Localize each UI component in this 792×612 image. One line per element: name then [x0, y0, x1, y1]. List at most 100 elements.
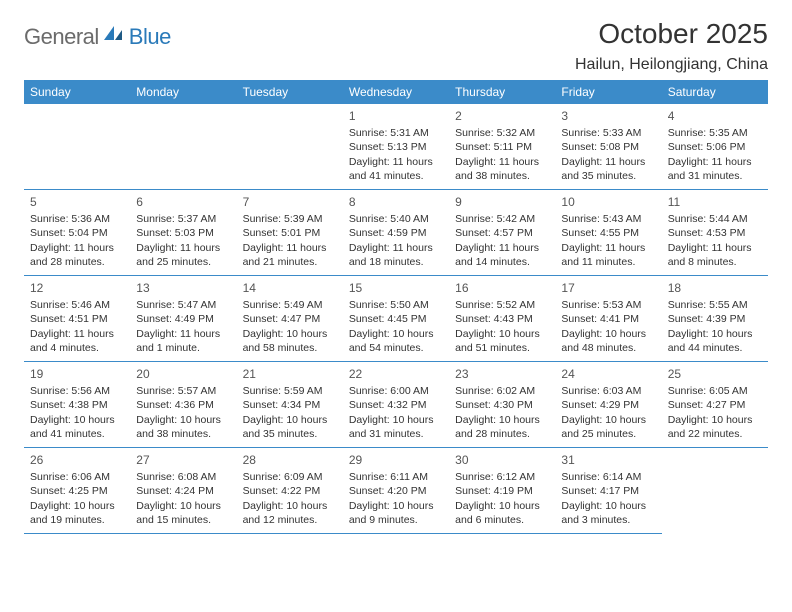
calendar-day-cell: 25Sunrise: 6:05 AMSunset: 4:27 PMDayligh… — [662, 362, 768, 448]
weekday-header: Wednesday — [343, 80, 449, 104]
day-number: 12 — [30, 280, 124, 296]
calendar-day-cell: 22Sunrise: 6:00 AMSunset: 4:32 PMDayligh… — [343, 362, 449, 448]
sunrise-line: Sunrise: 5:31 AM — [349, 126, 443, 140]
calendar-header-row: SundayMondayTuesdayWednesdayThursdayFrid… — [24, 80, 768, 104]
daylight-line: Daylight: 10 hours and 41 minutes. — [30, 413, 124, 441]
daylight-line: Daylight: 10 hours and 31 minutes. — [349, 413, 443, 441]
day-number: 5 — [30, 194, 124, 210]
calendar-day-cell: 27Sunrise: 6:08 AMSunset: 4:24 PMDayligh… — [130, 448, 236, 534]
weekday-header: Thursday — [449, 80, 555, 104]
sunset-line: Sunset: 5:03 PM — [136, 226, 230, 240]
title-block: October 2025 Hailun, Heilongjiang, China — [575, 18, 768, 74]
month-title: October 2025 — [575, 18, 768, 50]
daylight-line: Daylight: 11 hours and 28 minutes. — [30, 241, 124, 269]
day-number: 1 — [349, 108, 443, 124]
sunset-line: Sunset: 4:51 PM — [30, 312, 124, 326]
sunrise-line: Sunrise: 5:52 AM — [455, 298, 549, 312]
sunset-line: Sunset: 4:36 PM — [136, 398, 230, 412]
sunrise-line: Sunrise: 5:32 AM — [455, 126, 549, 140]
daylight-line: Daylight: 11 hours and 8 minutes. — [668, 241, 762, 269]
day-number: 22 — [349, 366, 443, 382]
sunset-line: Sunset: 5:08 PM — [561, 140, 655, 154]
calendar-day-cell: 11Sunrise: 5:44 AMSunset: 4:53 PMDayligh… — [662, 190, 768, 276]
calendar-page: General Blue October 2025 Hailun, Heilon… — [0, 0, 792, 552]
daylight-line: Daylight: 11 hours and 25 minutes. — [136, 241, 230, 269]
weekday-header: Sunday — [24, 80, 130, 104]
sunrise-line: Sunrise: 5:39 AM — [243, 212, 337, 226]
sunset-line: Sunset: 5:01 PM — [243, 226, 337, 240]
daylight-line: Daylight: 10 hours and 35 minutes. — [243, 413, 337, 441]
calendar-day-cell: 18Sunrise: 5:55 AMSunset: 4:39 PMDayligh… — [662, 276, 768, 362]
sunset-line: Sunset: 5:11 PM — [455, 140, 549, 154]
weekday-header: Saturday — [662, 80, 768, 104]
daylight-line: Daylight: 11 hours and 35 minutes. — [561, 155, 655, 183]
daylight-line: Daylight: 10 hours and 3 minutes. — [561, 499, 655, 527]
calendar-day-cell: 7 Sunrise: 5:39 AMSunset: 5:01 PMDaylight… — [237, 190, 343, 276]
day-number: 23 — [455, 366, 549, 382]
day-number: 30 — [455, 452, 549, 468]
sunrise-line: Sunrise: 6:14 AM — [561, 470, 655, 484]
day-number: 29 — [349, 452, 443, 468]
day-number: 24 — [561, 366, 655, 382]
day-number: 19 — [30, 366, 124, 382]
day-number: 2 — [455, 108, 549, 124]
sunrise-line: Sunrise: 5:46 AM — [30, 298, 124, 312]
sunrise-line: Sunrise: 5:40 AM — [349, 212, 443, 226]
daylight-line: Daylight: 10 hours and 54 minutes. — [349, 327, 443, 355]
sunrise-line: Sunrise: 6:06 AM — [30, 470, 124, 484]
day-number: 4 — [668, 108, 762, 124]
sunset-line: Sunset: 4:24 PM — [136, 484, 230, 498]
sunrise-line: Sunrise: 5:37 AM — [136, 212, 230, 226]
calendar-day-cell: 23Sunrise: 6:02 AMSunset: 4:30 PMDayligh… — [449, 362, 555, 448]
daylight-line: Daylight: 10 hours and 9 minutes. — [349, 499, 443, 527]
weekday-header: Monday — [130, 80, 236, 104]
sunrise-line: Sunrise: 6:09 AM — [243, 470, 337, 484]
calendar-day-cell: 17Sunrise: 5:53 AMSunset: 4:41 PMDayligh… — [555, 276, 661, 362]
day-number: 31 — [561, 452, 655, 468]
daylight-line: Daylight: 11 hours and 1 minute. — [136, 327, 230, 355]
sunset-line: Sunset: 4:30 PM — [455, 398, 549, 412]
daylight-line: Daylight: 11 hours and 4 minutes. — [30, 327, 124, 355]
calendar-day-cell: 20Sunrise: 5:57 AMSunset: 4:36 PMDayligh… — [130, 362, 236, 448]
daylight-line: Daylight: 10 hours and 19 minutes. — [30, 499, 124, 527]
sunset-line: Sunset: 4:19 PM — [455, 484, 549, 498]
day-number: 7 — [243, 194, 337, 210]
calendar-day-cell: 16Sunrise: 5:52 AMSunset: 4:43 PMDayligh… — [449, 276, 555, 362]
page-header: General Blue October 2025 Hailun, Heilon… — [24, 18, 768, 74]
daylight-line: Daylight: 10 hours and 38 minutes. — [136, 413, 230, 441]
calendar-day-cell: 13Sunrise: 5:47 AMSunset: 4:49 PMDayligh… — [130, 276, 236, 362]
day-number: 28 — [243, 452, 337, 468]
calendar-day-cell: 2Sunrise: 5:32 AMSunset: 5:11 PMDaylight… — [449, 104, 555, 190]
sunrise-line: Sunrise: 5:59 AM — [243, 384, 337, 398]
sunrise-line: Sunrise: 5:42 AM — [455, 212, 549, 226]
sunset-line: Sunset: 4:49 PM — [136, 312, 230, 326]
sunset-line: Sunset: 4:55 PM — [561, 226, 655, 240]
daylight-line: Daylight: 10 hours and 44 minutes. — [668, 327, 762, 355]
sunrise-line: Sunrise: 6:08 AM — [136, 470, 230, 484]
calendar-day-cell: 10Sunrise: 5:43 AMSunset: 4:55 PMDayligh… — [555, 190, 661, 276]
logo-text-general: General — [24, 24, 99, 50]
day-number: 26 — [30, 452, 124, 468]
day-number: 20 — [136, 366, 230, 382]
sunset-line: Sunset: 4:59 PM — [349, 226, 443, 240]
sunset-line: Sunset: 4:32 PM — [349, 398, 443, 412]
calendar-day-cell: 8Sunrise: 5:40 AMSunset: 4:59 PMDaylight… — [343, 190, 449, 276]
day-number: 13 — [136, 280, 230, 296]
daylight-line: Daylight: 11 hours and 21 minutes. — [243, 241, 337, 269]
location-label: Hailun, Heilongjiang, China — [575, 56, 768, 74]
sunset-line: Sunset: 4:22 PM — [243, 484, 337, 498]
sunset-line: Sunset: 4:25 PM — [30, 484, 124, 498]
weekday-header: Friday — [555, 80, 661, 104]
sunrise-line: Sunrise: 6:12 AM — [455, 470, 549, 484]
sunset-line: Sunset: 4:39 PM — [668, 312, 762, 326]
sunrise-line: Sunrise: 5:55 AM — [668, 298, 762, 312]
sunrise-line: Sunrise: 6:02 AM — [455, 384, 549, 398]
day-number: 3 — [561, 108, 655, 124]
daylight-line: Daylight: 10 hours and 6 minutes. — [455, 499, 549, 527]
sunset-line: Sunset: 4:41 PM — [561, 312, 655, 326]
sunrise-line: Sunrise: 5:43 AM — [561, 212, 655, 226]
sunset-line: Sunset: 4:47 PM — [243, 312, 337, 326]
calendar-day-cell: 29Sunrise: 6:11 AMSunset: 4:20 PMDayligh… — [343, 448, 449, 534]
daylight-line: Daylight: 10 hours and 25 minutes. — [561, 413, 655, 441]
calendar-empty-cell — [237, 104, 343, 190]
